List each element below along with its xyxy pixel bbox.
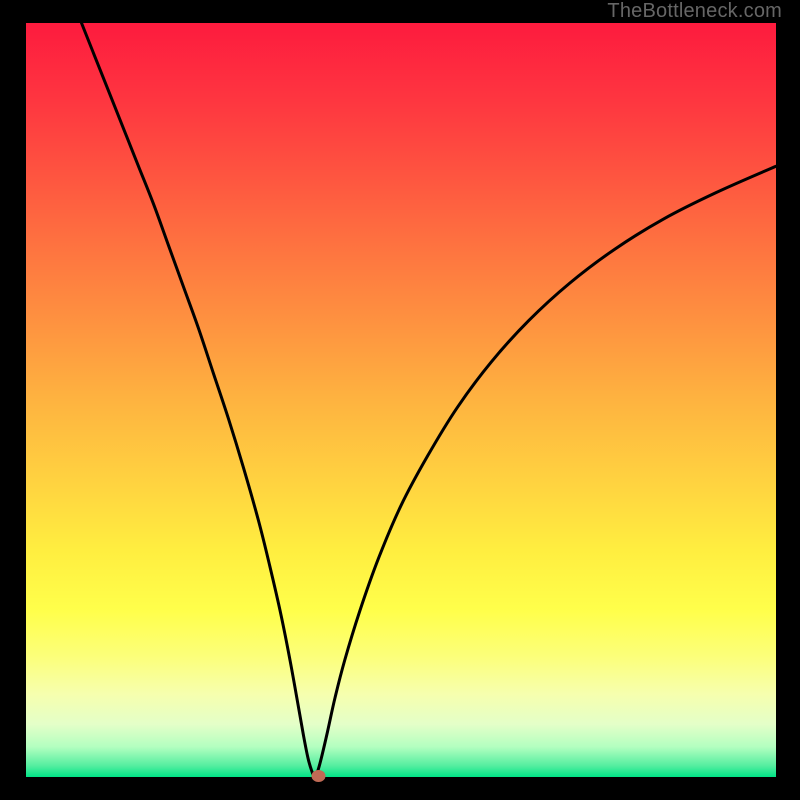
watermark-label: TheBottleneck.com [607, 0, 782, 23]
plot-background-gradient [26, 23, 776, 777]
bottleneck-curve-chart [0, 0, 800, 800]
optimal-point-marker [312, 770, 326, 782]
chart-container: TheBottleneck.com [0, 0, 800, 800]
